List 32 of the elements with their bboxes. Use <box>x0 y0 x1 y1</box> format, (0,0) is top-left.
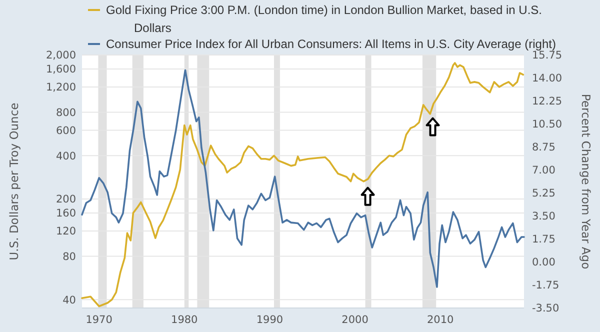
y-tick-label: 1,600 <box>46 64 76 76</box>
y2-tick-label: 1.75 <box>532 234 556 246</box>
x-tick-label: 1990 <box>256 314 284 326</box>
y-tick-label: 800 <box>56 106 76 119</box>
y-tick-label: 200 <box>56 194 76 206</box>
y2-tick-label: 3.50 <box>532 210 556 223</box>
y-tick-label: 120 <box>56 226 76 238</box>
y2-axis-title: Percent Change from Year Ago <box>579 94 593 270</box>
y2-tick-label: 5.25 <box>532 188 556 200</box>
y2-tick-label: 15.75 <box>532 50 562 62</box>
y2-tick-label: 7.00 <box>532 164 556 177</box>
legend-label: Gold Fixing Price 3:00 P.M. (London time) in London Bullion Market, based in U.S. Dollars <box>106 3 542 35</box>
y-axis-title: U.S. Dollars per Troy Ounce <box>7 102 21 260</box>
y-tick-label: 160 <box>56 208 76 220</box>
legend-label: Consumer Price Index for All Urban Consumers: All Items in U.S. City Average (right) <box>106 37 556 51</box>
y-tick-label: 400 <box>56 150 76 162</box>
y-tick-label: 80 <box>62 250 76 263</box>
x-tick-label: 1970 <box>86 314 112 326</box>
x-tick-label: 2010 <box>427 314 454 326</box>
y-tick-label: 1,200 <box>46 82 76 94</box>
y2-tick-label: -3.50 <box>532 302 560 315</box>
y2-tick-label: 8.75 <box>532 142 556 154</box>
x-tick-label: 2000 <box>342 314 368 326</box>
y-tick-label: 40 <box>62 294 76 306</box>
y-tick-label: 2,000 <box>46 50 76 62</box>
y-tick-label: 600 <box>56 124 76 137</box>
y2-tick-label: 14.00 <box>532 72 562 85</box>
y2-tick-label: 10.50 <box>532 118 562 131</box>
y2-tick-label: -1.75 <box>532 280 560 292</box>
y2-tick-label: 12.25 <box>532 96 562 108</box>
y2-tick-label: 0.00 <box>532 256 556 269</box>
x-tick-label: 1980 <box>171 314 198 326</box>
